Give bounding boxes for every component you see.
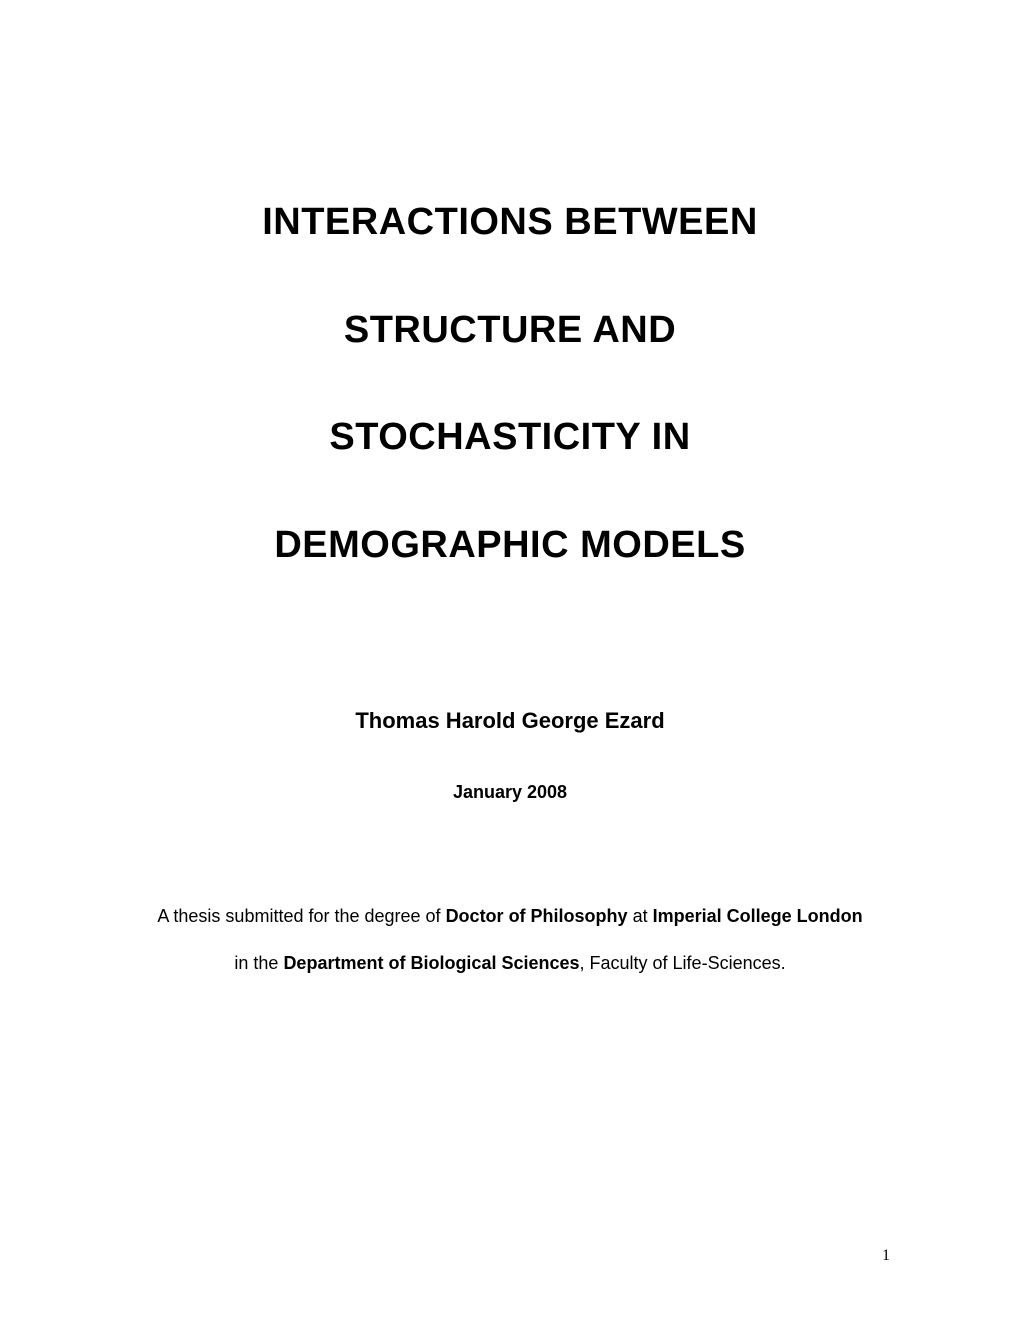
- department-name: Department of Biological Sciences: [283, 953, 579, 973]
- title-line-2: STRUCTURE AND: [262, 308, 758, 354]
- degree-name: Doctor of Philosophy: [446, 906, 628, 926]
- page-number: 1: [882, 1247, 890, 1265]
- submission-statement: A thesis submitted for the degree of Doc…: [150, 893, 870, 987]
- submission-suffix: , Faculty of Life-Sciences.: [580, 953, 786, 973]
- title-line-4: DEMOGRAPHIC MODELS: [262, 523, 758, 569]
- title-line-1: INTERACTIONS BETWEEN: [262, 200, 758, 246]
- title-line-3: STOCHASTICITY IN: [262, 415, 758, 461]
- title-section: INTERACTIONS BETWEEN STRUCTURE AND STOCH…: [262, 200, 758, 568]
- submission-date: January 2008: [453, 782, 567, 803]
- submission-prefix: A thesis submitted for the degree of: [157, 906, 445, 926]
- institution-name: Imperial College London: [653, 906, 863, 926]
- submission-at: at: [628, 906, 653, 926]
- submission-in-the: in the: [234, 953, 283, 973]
- author-name: Thomas Harold George Ezard: [355, 708, 664, 734]
- page-container: INTERACTIONS BETWEEN STRUCTURE AND STOCH…: [0, 0, 1020, 1320]
